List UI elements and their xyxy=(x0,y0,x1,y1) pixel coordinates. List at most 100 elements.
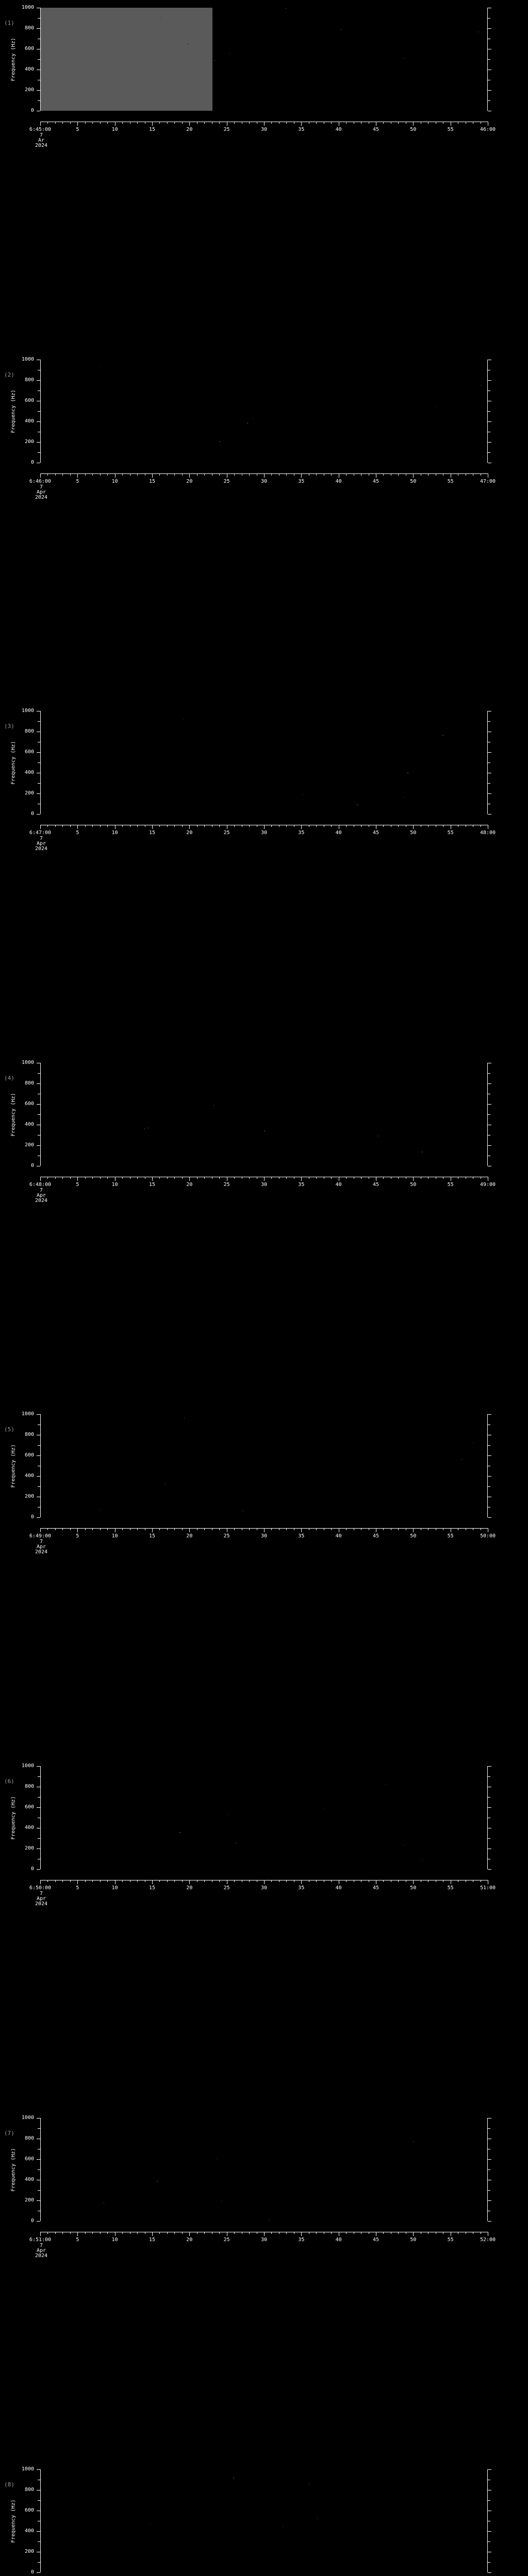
x-axis-minor-tick xyxy=(174,122,175,124)
y-axis-tick-label: 1000 xyxy=(21,1059,34,1065)
x-axis-minor-tick xyxy=(331,825,332,827)
y-axis-tick xyxy=(38,1073,40,1074)
x-axis-date-stamp: 7 Apr 2024 xyxy=(35,1539,48,1555)
x-axis-minor-tick xyxy=(383,473,384,476)
noise-speck xyxy=(407,772,408,774)
y-axis-tick-right xyxy=(488,1114,490,1115)
y-axis-tick-right xyxy=(488,1838,490,1839)
x-axis-minor-tick xyxy=(316,473,317,476)
x-axis-minor-tick xyxy=(137,1879,138,1882)
x-axis-tick-label: 15 xyxy=(148,830,156,836)
y-axis-tick-right xyxy=(488,442,491,443)
x-axis-minor-tick xyxy=(85,1879,86,1882)
x-axis-tick-label: 15 xyxy=(148,478,156,484)
y-axis-tick-label: 800 xyxy=(24,2135,34,2141)
x-axis-tick-label: 35 xyxy=(298,2236,305,2243)
x-axis-minor-tick xyxy=(167,1879,168,1882)
x-axis-major-tick xyxy=(413,2231,414,2236)
x-axis-tick-label: 45 xyxy=(372,478,380,484)
x-axis-major-tick xyxy=(264,1528,265,1533)
x-axis-minor-tick xyxy=(174,1879,175,1882)
panel-inner: (1) Frequency (Hz) 0 200 400 600 800 1000 6:45:0… xyxy=(0,0,528,176)
y-axis-tick-right xyxy=(488,1073,490,1074)
x-axis-minor-tick xyxy=(316,1528,317,1531)
x-axis-minor-tick xyxy=(107,825,108,827)
x-axis-tick-label: 35 xyxy=(298,1181,305,1188)
x-axis-major-tick xyxy=(301,473,302,478)
y-axis-tick xyxy=(38,2541,40,2543)
y-axis-label: Frequency (Hz) xyxy=(10,1093,16,1137)
y-axis-tick-label: 600 xyxy=(24,1100,34,1107)
x-axis-minor-tick xyxy=(174,473,175,476)
x-axis-minor-tick xyxy=(204,2231,205,2234)
x-axis-major-tick xyxy=(189,1879,190,1884)
x-axis-date-stamp: 7 Apr 2024 xyxy=(35,484,48,500)
x-axis-minor-tick xyxy=(219,473,220,476)
x-axis-tick-label: 5 xyxy=(76,1181,79,1188)
x-axis-minor-tick xyxy=(234,1176,235,1179)
panel-inner: (2) Frequency (Hz) 0 200 400 600 800 1000 6:46:0… xyxy=(0,352,528,528)
y-axis-tick-label: 1000 xyxy=(21,1411,34,1417)
y-axis-tick-label: 800 xyxy=(24,1080,34,1086)
x-axis-tick-label: 5 xyxy=(76,1885,79,1891)
spectrogram-panel: (8)Frequency (Hz)020040060080010006:52:0… xyxy=(0,2462,528,2576)
x-axis-minor-tick xyxy=(234,825,235,827)
x-axis-tick-label: 50 xyxy=(410,478,417,484)
x-axis-minor-tick xyxy=(100,825,101,827)
y-axis-tick xyxy=(37,2159,40,2160)
x-axis-tick-label: 15 xyxy=(148,127,156,132)
x-axis-tick-label: 50 xyxy=(410,127,417,132)
y-axis-tick xyxy=(37,1104,40,1105)
x-axis-minor-tick xyxy=(286,1879,287,1882)
y-axis-right-spine xyxy=(487,1766,488,1869)
x-axis-tick-label: 5 xyxy=(76,2236,79,2243)
y-axis-tick-right xyxy=(488,1869,491,1870)
y-axis-tick xyxy=(37,1807,40,1808)
plot-area xyxy=(40,1414,488,1518)
y-axis-tick-right xyxy=(488,28,491,29)
y-axis-tick-right xyxy=(488,2541,490,2543)
spectrogram-panel: (3) Frequency (Hz) 0 200 400 600 800 1000 6:47:0… xyxy=(0,703,528,879)
x-axis-minor-tick xyxy=(383,1176,384,1179)
y-axis-tick-label: 400 xyxy=(24,1824,34,1831)
x-axis-minor-tick xyxy=(70,1879,71,1882)
x-axis-minor-tick xyxy=(85,2231,86,2234)
y-axis-tick-right xyxy=(488,1476,491,1477)
x-axis-minor-tick xyxy=(159,1879,160,1882)
x-axis-minor-tick xyxy=(286,825,287,827)
panel-index-label: (4) xyxy=(4,1074,14,1081)
x-axis-minor-tick xyxy=(62,2231,63,2234)
x-axis-minor-tick xyxy=(234,122,235,124)
x-axis-tick-label: 55 xyxy=(447,1181,454,1188)
panel-inner: (7) Frequency (Hz) 0 200 400 600 800 1000 6:51:0… xyxy=(0,2110,528,2286)
y-axis-label: Frequency (Hz) xyxy=(10,38,16,81)
x-axis-tick-label: 50:00 xyxy=(480,1533,496,1539)
y-axis-tick-right xyxy=(488,411,490,412)
x-axis-tick-label: 6:45:00 xyxy=(29,127,52,132)
y-axis-tick xyxy=(37,2572,40,2573)
x-axis-minor-tick xyxy=(398,2231,399,2234)
y-axis-tick-label: 400 xyxy=(24,1121,34,1127)
x-axis-date-stamp: 7 Ar 2024 xyxy=(35,132,48,148)
x-axis-major-tick xyxy=(301,2231,302,2236)
x-axis-minor-tick xyxy=(159,2231,160,2234)
y-axis-tick xyxy=(37,442,40,443)
noise-speck xyxy=(404,1844,405,1845)
x-axis-minor-tick xyxy=(204,1879,205,1882)
noise-speck xyxy=(413,2141,415,2142)
x-axis-tick-label: 45 xyxy=(372,830,380,836)
y-axis-left-spine xyxy=(40,2469,41,2573)
x-axis-major-tick xyxy=(264,473,265,478)
noise-speck xyxy=(357,804,358,805)
x-axis-minor-tick xyxy=(398,473,399,476)
x-axis-minor-tick xyxy=(159,122,160,124)
x-axis-minor-tick xyxy=(219,1176,220,1179)
y-axis-tick-right xyxy=(488,18,490,19)
x-axis-tick-label: 55 xyxy=(447,478,454,484)
plot-area xyxy=(40,2469,488,2573)
y-axis-tick-label: 400 xyxy=(24,2528,34,2534)
x-axis-tick-label: 30 xyxy=(260,830,268,836)
x-axis-tick-label: 40 xyxy=(335,2236,342,2243)
y-axis-tick-label: 600 xyxy=(24,2156,34,2162)
x-axis-minor-tick xyxy=(47,2231,48,2234)
